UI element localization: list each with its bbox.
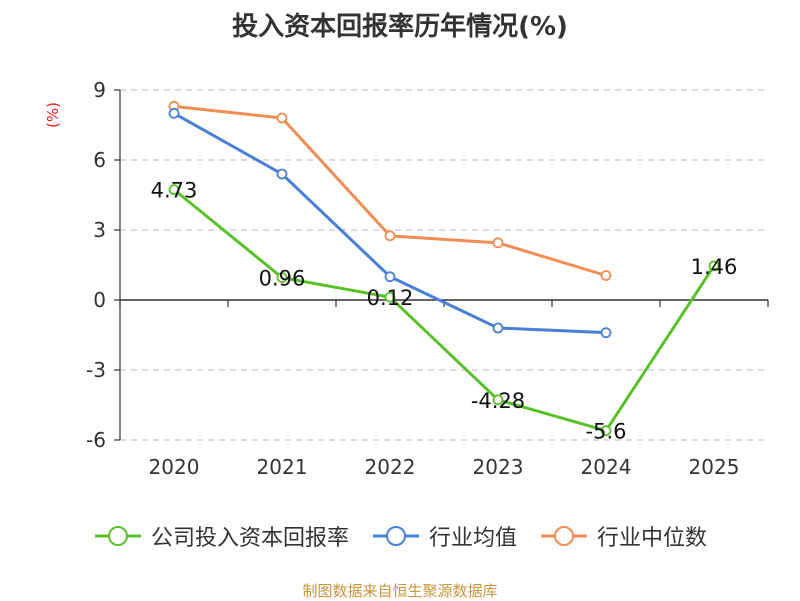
x-tick-label: 2020 (149, 455, 200, 479)
data-label: -4.28 (471, 389, 525, 413)
data-point (276, 112, 288, 124)
y-tick-label: 9 (93, 78, 106, 102)
data-point (492, 322, 504, 334)
data-point (384, 291, 396, 303)
data-point (168, 107, 180, 119)
x-tick-label: 2025 (689, 455, 740, 479)
data-point (384, 230, 396, 242)
data-label: 1.46 (691, 255, 738, 279)
legend-item[interactable]: 行业中位数 (539, 520, 707, 552)
y-tick-label: -6 (86, 428, 106, 452)
data-point (384, 271, 396, 283)
legend-marker-icon (541, 526, 587, 546)
x-tick-label: 2022 (365, 455, 416, 479)
y-tick-label: 6 (93, 148, 106, 172)
data-label: -5.6 (586, 420, 627, 444)
x-tick-label: 2024 (581, 455, 632, 479)
data-label: 4.73 (151, 179, 198, 203)
chart-legend: 公司投入资本回报率 行业均值 行业中位数 (0, 520, 800, 552)
legend-item[interactable]: 公司投入资本回报率 (93, 520, 349, 552)
series-line (173, 188, 716, 433)
y-tick-label: -3 (86, 358, 106, 382)
legend-marker-icon (94, 526, 141, 546)
data-point (168, 184, 180, 196)
legend-marker-icon (372, 526, 419, 546)
x-tick-label: 2021 (257, 455, 308, 479)
data-label: 0.12 (367, 286, 414, 310)
y-tick-label: 3 (93, 218, 106, 242)
series-line (173, 104, 607, 277)
data-point (600, 327, 612, 339)
y-tick-label: 0 (93, 288, 106, 312)
data-point (276, 168, 288, 180)
legend-label: 公司投入资本回报率 (150, 526, 349, 551)
legend-item[interactable]: 行业均值 (371, 520, 517, 552)
x-tick-label: 2023 (473, 455, 524, 479)
data-point (708, 260, 720, 272)
chart-title: 投入资本回报率历年情况(%) (232, 12, 568, 42)
data-point (600, 425, 612, 437)
legend-label: 行业中位数 (597, 526, 708, 551)
legend-label: 行业均值 (428, 526, 517, 551)
source-note: 制图数据来自恒生聚源数据库 (302, 582, 498, 600)
data-label: 0.96 (259, 267, 306, 291)
data-point (276, 272, 288, 284)
data-point (492, 394, 504, 406)
data-point (600, 270, 612, 281)
data-point (492, 237, 504, 249)
